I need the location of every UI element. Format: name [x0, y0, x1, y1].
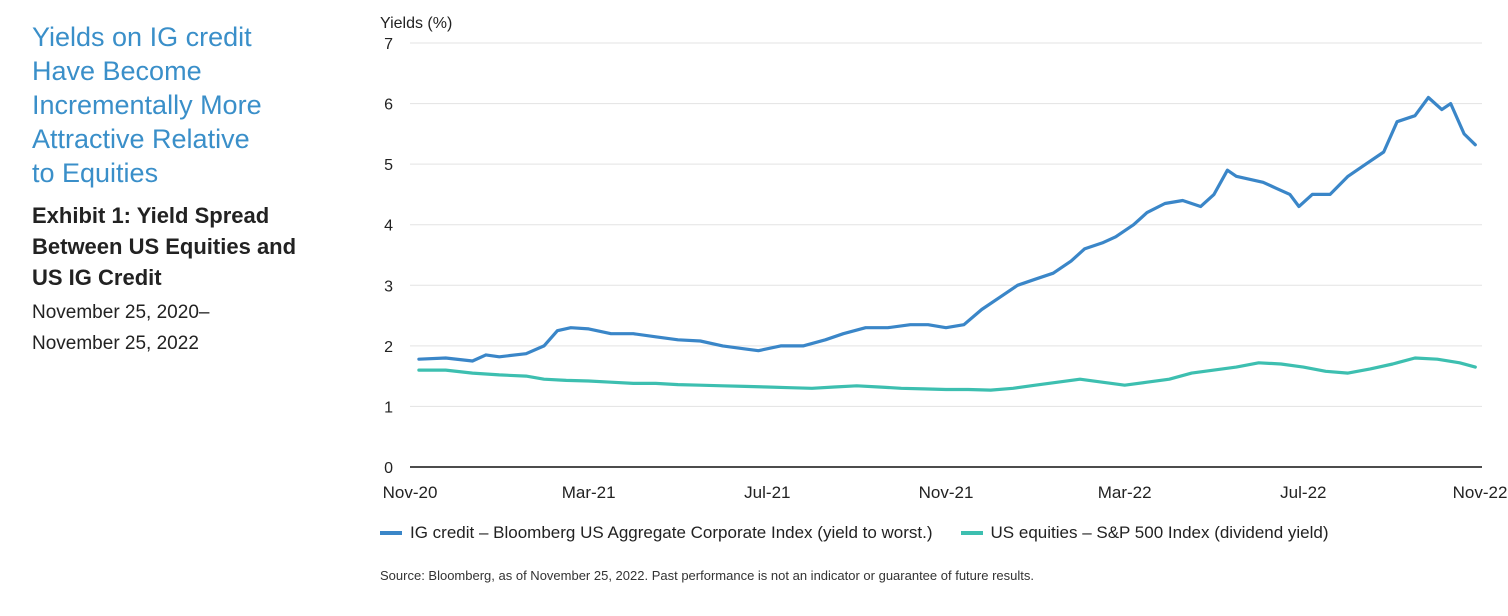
series-line-us-equities [417, 356, 1477, 392]
x-tick-label: Jul-21 [744, 483, 790, 502]
legend-swatch-us-equities [960, 531, 983, 535]
headline-line: Incrementally More [32, 90, 262, 120]
date-line: November 25, 2020– [32, 302, 210, 323]
date-line: November 25, 2022 [32, 333, 199, 354]
line-chart: Yields (%) 0 1 2 3 4 5 6 7 Nov-20 Mar-21 Jul-21 Nov-… [380, 15, 1508, 502]
x-tick-label: Mar-21 [562, 483, 616, 502]
exhibit-line: Exhibit 1: Yield Spread [32, 203, 270, 228]
x-tick-label: Nov-22 [1453, 483, 1508, 502]
sidebar: Yields on IG credit Have Become Incremen… [32, 20, 352, 359]
y-tick-label: 5 [384, 157, 393, 174]
headline-line: Yields on IG credit [32, 22, 252, 52]
x-tick-label: Nov-20 [383, 483, 438, 502]
exhibit-line: US IG Credit [32, 265, 162, 290]
y-tick-label: 3 [384, 278, 393, 295]
headline: Yields on IG credit Have Become Incremen… [32, 20, 352, 190]
legend-swatch-ig-credit [380, 531, 402, 535]
headline-line: to Equities [32, 158, 159, 188]
x-tick-label: Jul-22 [1280, 483, 1326, 502]
y-tick-label: 0 [384, 460, 393, 477]
x-tick-label: Nov-21 [919, 483, 974, 502]
y-tick-label: 2 [384, 339, 393, 356]
date-range: November 25, 2020– November 25, 2022 [32, 297, 352, 359]
exhibit-title: Exhibit 1: Yield Spread Between US Equit… [32, 200, 352, 293]
legend-item-ig-credit: IG credit – Bloomberg US Aggregate Corpo… [380, 523, 933, 543]
y-tick-label: 1 [384, 399, 393, 416]
chart-legend: IG credit – Bloomberg US Aggregate Corpo… [380, 523, 1329, 543]
exhibit-line: Between US Equities and [32, 234, 297, 259]
y-axis-title: Yields (%) [380, 15, 452, 32]
headline-line: Have Become [32, 56, 202, 86]
y-tick-label: 7 [384, 36, 393, 53]
series-line-ig-credit [417, 95, 1477, 363]
legend-label-us-equities: US equities – S&P 500 Index (dividend yi… [990, 523, 1329, 542]
legend-item-us-equities: US equities – S&P 500 Index (dividend yi… [960, 523, 1329, 543]
legend-label-ig-credit: IG credit – Bloomberg US Aggregate Corpo… [410, 523, 933, 542]
y-tick-label: 4 [384, 218, 393, 235]
x-tick-label: Mar-22 [1098, 483, 1152, 502]
headline-line: Attractive Relative [32, 124, 250, 154]
y-tick-label: 6 [384, 97, 393, 114]
source-note: Source: Bloomberg, as of November 25, 20… [380, 568, 1034, 583]
